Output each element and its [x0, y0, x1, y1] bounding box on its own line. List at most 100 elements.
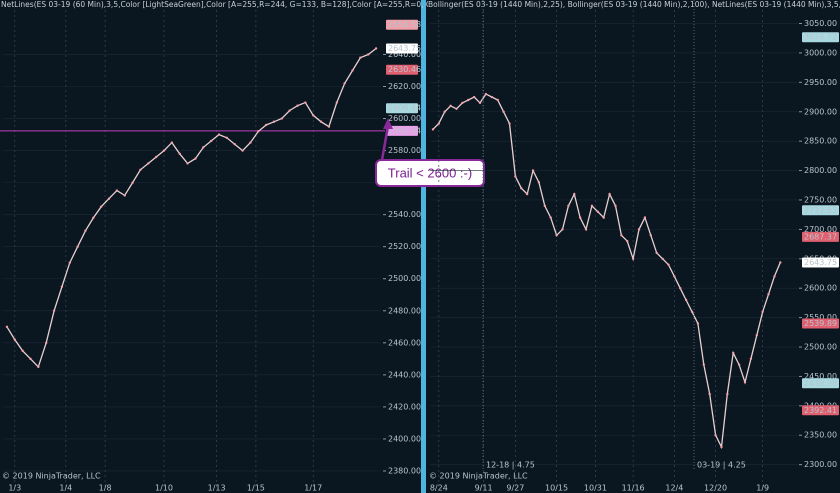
y-tick-label: 2700.00	[804, 225, 837, 234]
price-point	[567, 204, 570, 208]
price-point	[520, 187, 523, 190]
price-label: 2658.58	[388, 20, 421, 29]
price-point	[107, 197, 111, 200]
price-point	[537, 181, 541, 184]
divider	[421, 0, 426, 493]
price-point	[502, 110, 505, 113]
y-tick-label: 2520.00	[388, 242, 421, 251]
price-point	[257, 130, 260, 133]
x-tick-label: 1/17	[304, 484, 322, 493]
price-point	[749, 357, 753, 360]
y-tick-label: 2400.00	[388, 434, 421, 443]
y-tick-label: 3000.00	[804, 48, 837, 57]
price-label-box	[802, 257, 839, 268]
price-point	[21, 349, 24, 353]
price-label: 3026.72	[804, 33, 837, 42]
x-tick-label: 9/27	[506, 484, 524, 493]
price-point	[264, 123, 268, 127]
price-point	[68, 261, 71, 264]
price-label-box	[802, 318, 839, 329]
chart-header: NetLines(ES 03-19 (60 Min),3,5,Color [Li…	[1, 0, 455, 9]
price-point	[178, 152, 181, 155]
price-label: 2643.75	[804, 258, 837, 267]
x-tick-label: 1/3	[8, 484, 21, 493]
x-tick-label: 8/24	[430, 484, 448, 493]
price-point	[351, 69, 354, 72]
footer: © 2019 NinjaTrader, LLC	[429, 472, 528, 481]
x-tick-label: 1/9	[756, 484, 769, 493]
y-tick-label: 2460.00	[388, 338, 421, 347]
price-point	[162, 149, 166, 152]
price-point	[590, 204, 594, 208]
x-tick-label: 12/4	[665, 484, 683, 493]
price-point	[578, 216, 582, 219]
x-tick-label: 1/15	[247, 484, 265, 493]
price-point	[154, 155, 158, 159]
price-point	[761, 310, 764, 313]
price-point	[573, 192, 576, 196]
y-tick-label: 2350.00	[804, 431, 837, 440]
price-label: 2539.89	[804, 319, 837, 328]
price-point	[767, 292, 770, 296]
price-point	[543, 204, 547, 208]
y-tick-label: 2600.00	[388, 114, 421, 123]
price-label: 2732.53	[804, 206, 837, 215]
price-point	[561, 228, 564, 231]
header-bg	[428, 0, 838, 9]
price-point	[620, 234, 623, 237]
price-label-box	[386, 125, 418, 136]
price-point	[312, 114, 315, 117]
price-point	[443, 110, 446, 113]
price-point	[115, 189, 119, 192]
x-tick-label: 1/13	[208, 484, 226, 493]
price-point	[194, 157, 197, 160]
price-point	[139, 168, 142, 172]
price-point	[549, 216, 552, 219]
price-label: 2630.46	[388, 65, 421, 74]
price-point	[359, 56, 362, 59]
price-point	[202, 146, 205, 149]
price-label-box	[386, 103, 418, 114]
price-point	[99, 205, 103, 208]
price-point	[643, 216, 647, 219]
price-point	[461, 101, 464, 105]
price-point	[525, 192, 529, 196]
annotation-arrow	[380, 125, 390, 161]
price-point	[637, 228, 641, 231]
y-tick-label: 2850.00	[804, 137, 837, 146]
price-point	[496, 98, 499, 102]
price-point	[684, 298, 688, 302]
price-point	[708, 392, 711, 396]
price-point	[335, 101, 339, 104]
price-point	[720, 445, 723, 449]
y-tick-label: 2800.00	[804, 166, 837, 175]
price-point	[714, 434, 717, 437]
y-tick-label: 2640.00	[388, 50, 421, 59]
y-tick-label: 3050.00	[804, 19, 837, 28]
price-label-box	[802, 405, 839, 416]
annotation-box	[375, 159, 485, 187]
price-point	[679, 287, 682, 290]
price-point	[304, 101, 307, 104]
y-tick-label: 2950.00	[804, 78, 837, 87]
price-point	[123, 194, 126, 197]
price-point	[702, 363, 705, 366]
price-point	[186, 162, 189, 165]
y-tick-label: 2580.00	[388, 146, 421, 155]
price-label-box	[386, 64, 418, 75]
price-label-box	[802, 205, 839, 216]
y-tick-label: 2380.00	[388, 466, 421, 475]
price-point	[472, 95, 476, 99]
price-label: 2392.41	[804, 406, 837, 415]
y-tick-label: 2300.00	[804, 460, 837, 469]
price-point	[490, 95, 494, 99]
price-label-box	[802, 32, 839, 43]
price-label: 2592.34	[388, 126, 421, 135]
price-point	[44, 341, 48, 345]
price-point	[29, 357, 32, 361]
roll-note: 12-18 | 4.75	[486, 461, 535, 470]
price-point	[649, 234, 652, 237]
price-point	[272, 120, 276, 123]
price-point	[743, 381, 747, 384]
price-point	[209, 139, 213, 143]
